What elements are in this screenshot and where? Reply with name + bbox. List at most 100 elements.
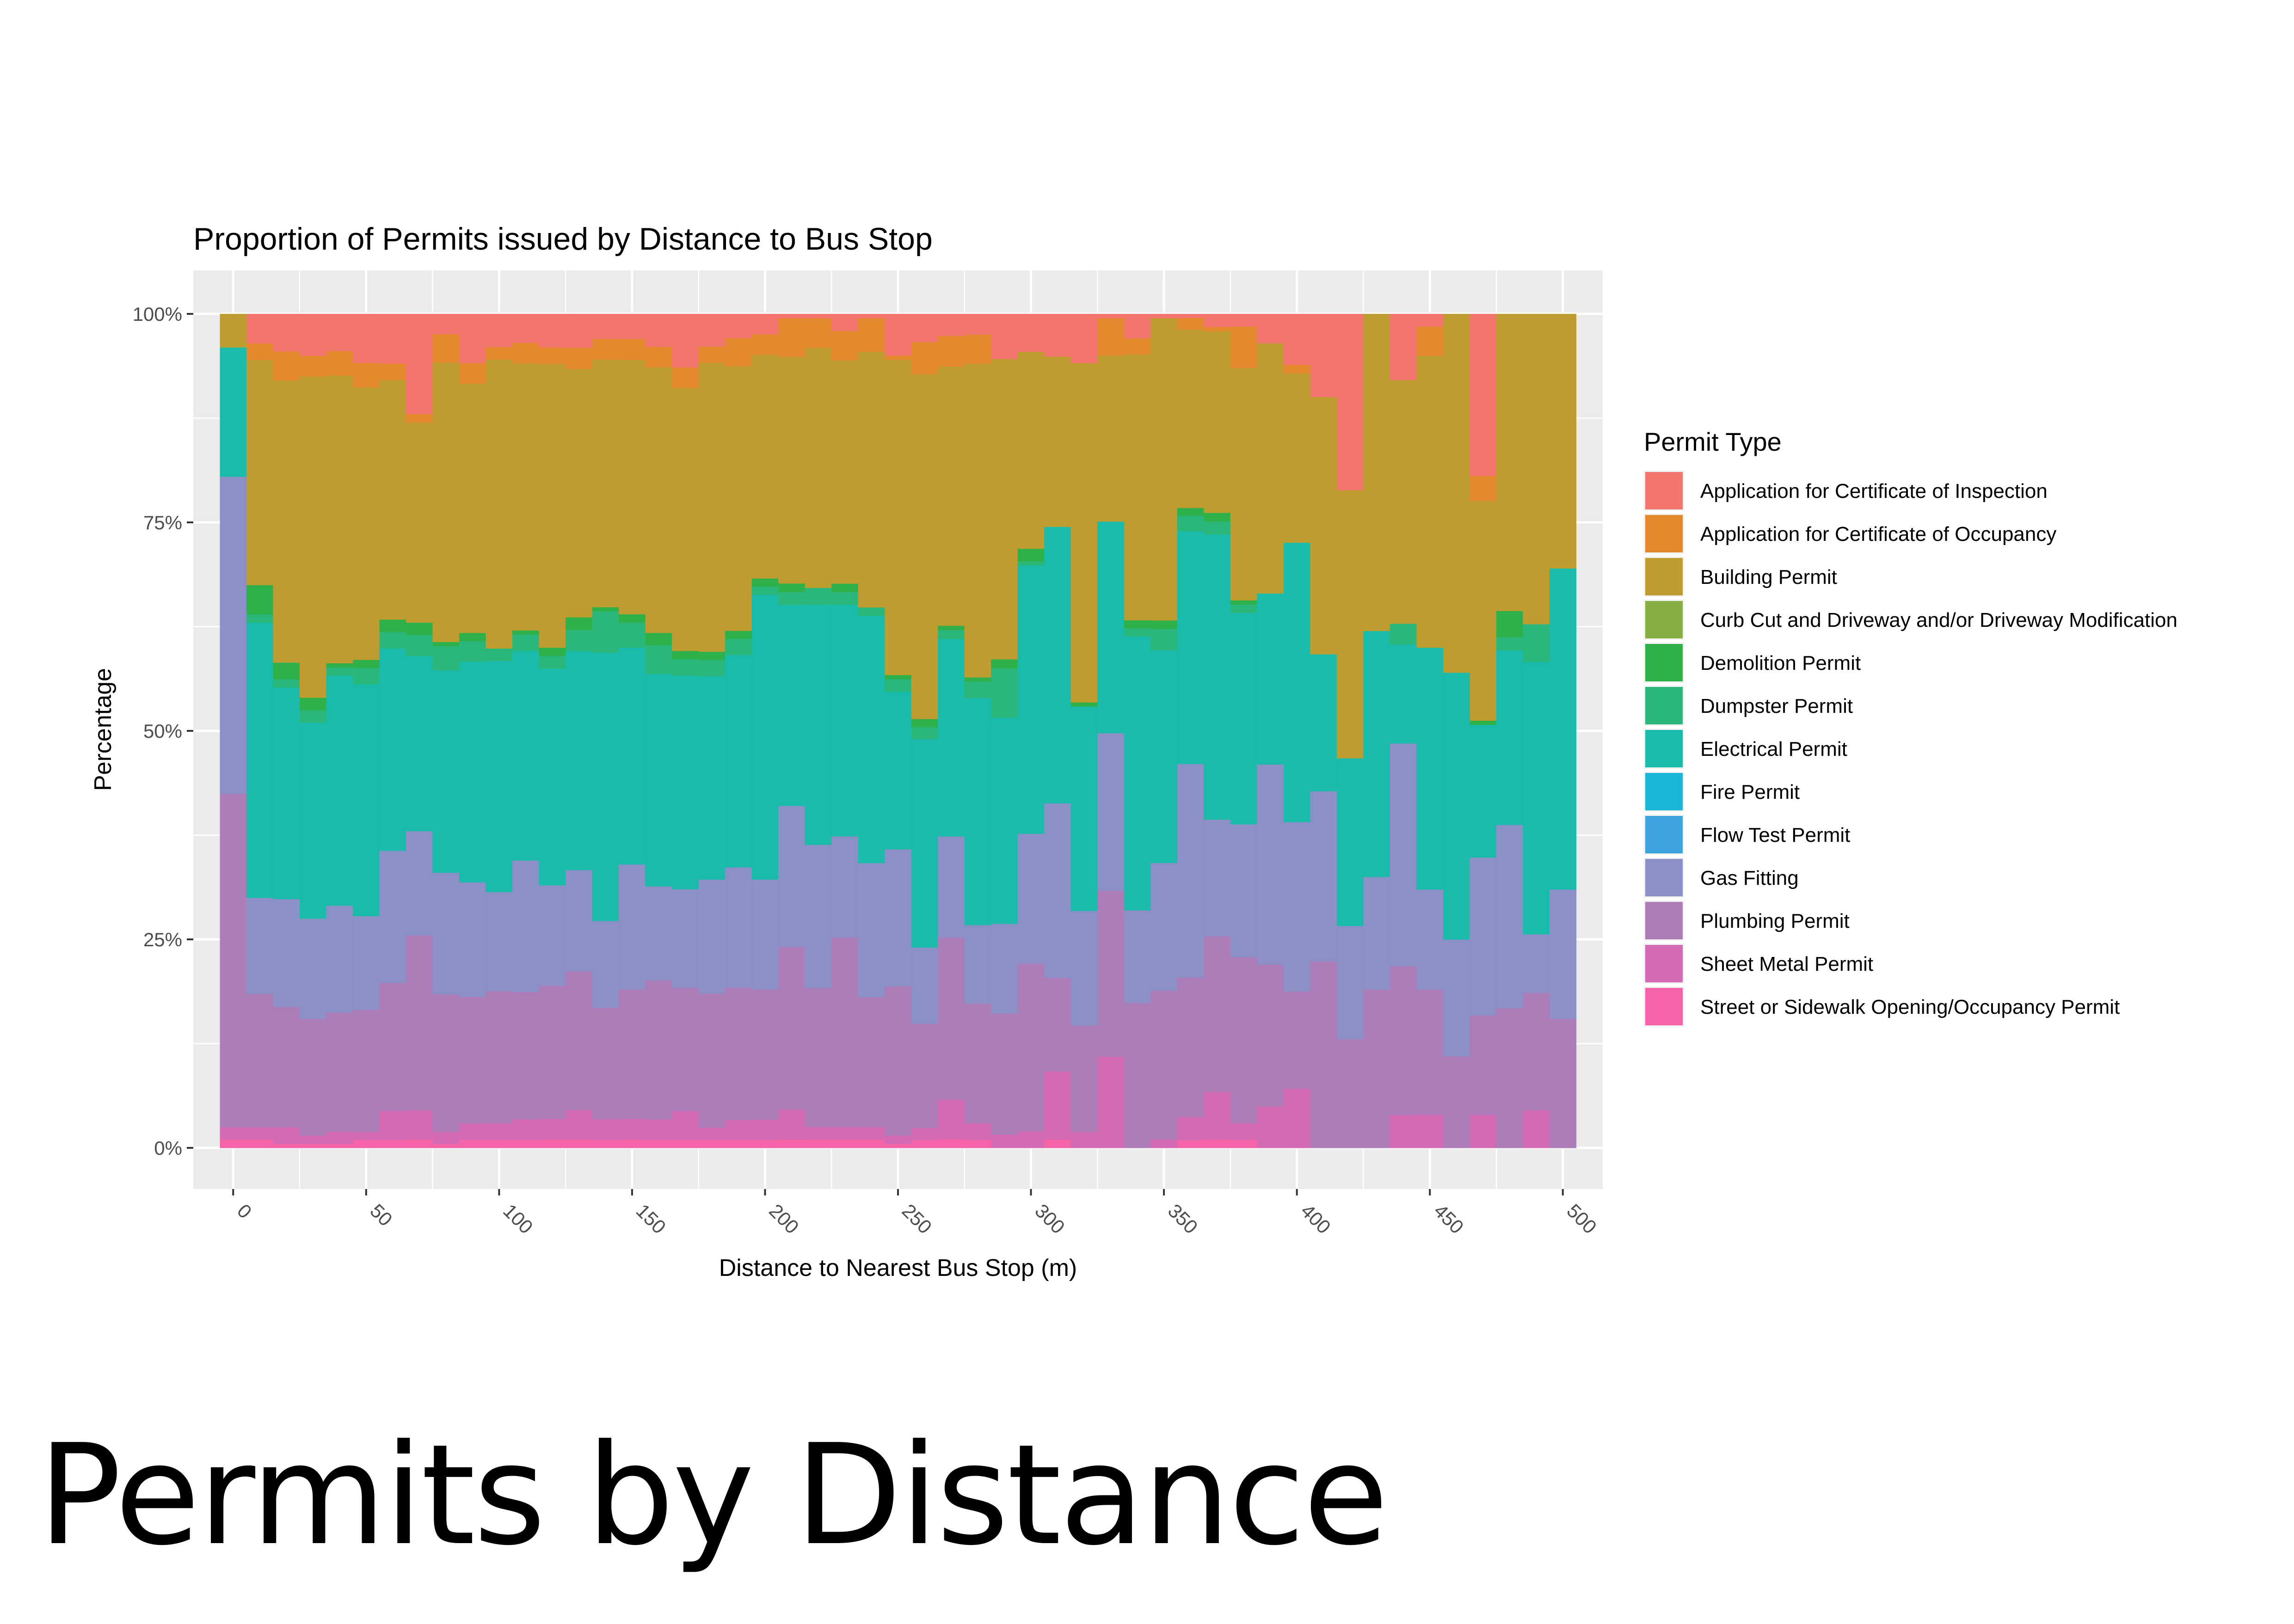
- bar-segment: [725, 1120, 752, 1140]
- legend-label: Gas Fitting: [1700, 867, 1799, 889]
- bar-segment: [964, 698, 991, 925]
- bar-segment: [751, 1140, 779, 1148]
- bar-segment: [220, 476, 247, 794]
- bar-segment: [246, 897, 274, 994]
- bar-segment: [1283, 991, 1310, 1089]
- bar-segment: [672, 387, 699, 651]
- bar-segment: [991, 314, 1018, 359]
- bar-segment: [592, 359, 619, 607]
- bar-segment: [459, 661, 486, 882]
- bar-segment: [1230, 613, 1257, 825]
- bar-segment: [273, 679, 300, 688]
- bar-segment: [1044, 977, 1071, 1072]
- legend-swatch: [1645, 515, 1683, 552]
- bar-segment: [1390, 314, 1417, 380]
- bar-segment: [1097, 318, 1125, 356]
- bar-segment: [326, 663, 353, 668]
- bar-segment: [1470, 857, 1497, 1016]
- bar-segment: [1443, 939, 1470, 1057]
- bar-segment: [592, 652, 619, 921]
- bar-segment: [353, 916, 380, 1010]
- bar-segment: [1017, 314, 1045, 352]
- bar-segment: [486, 661, 513, 892]
- bar-segment: [698, 314, 726, 347]
- bar-segment: [645, 367, 672, 633]
- bar-segment: [486, 648, 513, 661]
- bar-segment: [220, 347, 247, 477]
- bar-segment: [1204, 331, 1231, 513]
- legend-swatch: [1645, 945, 1683, 982]
- bar-segment: [1070, 314, 1098, 363]
- bar-segment: [512, 992, 540, 1120]
- bar-segment: [379, 648, 406, 851]
- bar-segment: [459, 314, 486, 363]
- bar-segment: [459, 641, 486, 662]
- bar-segment: [698, 676, 726, 880]
- legend-label: Sheet Metal Permit: [1700, 953, 1873, 975]
- bar-segment: [379, 982, 406, 1111]
- bar-segment: [1496, 314, 1524, 611]
- bar-segment: [1044, 527, 1071, 804]
- legend-label: Application for Certificate of Occupancy: [1700, 523, 2056, 545]
- bar-segment: [246, 343, 274, 360]
- legend-swatch: [1645, 902, 1683, 939]
- bar-segment: [1044, 314, 1071, 357]
- bar-segment: [566, 347, 593, 369]
- y-tick-label: 25%: [143, 929, 182, 950]
- bar-segment: [539, 985, 566, 1119]
- bar-segment: [273, 662, 300, 680]
- bar-segment: [1310, 314, 1337, 398]
- bar-segment: [566, 971, 593, 1110]
- bar-segment: [1310, 654, 1337, 791]
- bar-segment: [1177, 329, 1204, 509]
- bar-segment: [512, 1119, 540, 1140]
- bar-segment: [326, 905, 353, 1013]
- bar-segment: [805, 604, 832, 845]
- bar-segment: [592, 920, 619, 1008]
- bar-segment: [1150, 620, 1178, 629]
- legend-label: Fire Permit: [1700, 781, 1800, 803]
- bar-segment: [1150, 863, 1178, 991]
- bar-segment: [1204, 534, 1231, 820]
- bar-segment: [300, 722, 327, 919]
- bar-segment: [1310, 397, 1337, 655]
- bar-segment: [991, 668, 1018, 718]
- bar-segment: [698, 660, 726, 676]
- bar-segment: [1177, 764, 1204, 978]
- bar-segment: [698, 1128, 726, 1140]
- bar-segment: [911, 374, 938, 719]
- bar-segment: [1390, 644, 1417, 744]
- bar-segment: [539, 347, 566, 364]
- legend-label: Electrical Permit: [1700, 738, 1847, 760]
- bar-segment: [938, 336, 965, 367]
- bar-segment: [300, 1135, 327, 1144]
- bar-segment: [1017, 963, 1045, 1132]
- bar-segment: [1204, 1091, 1231, 1140]
- bar-segment: [911, 314, 938, 343]
- bar-segment: [353, 314, 380, 363]
- bar-segment: [432, 362, 460, 642]
- bar-segment: [566, 314, 593, 348]
- bar-segment: [1230, 1140, 1257, 1148]
- bar-segment: [246, 1139, 274, 1148]
- bar-segment: [246, 614, 274, 623]
- bar-segment: [1124, 354, 1151, 620]
- x-tick-label: 250: [898, 1200, 936, 1238]
- bar-segment: [885, 1135, 912, 1144]
- bar-segment: [858, 351, 885, 608]
- bar-segment: [672, 889, 699, 988]
- bar-segment: [353, 684, 380, 916]
- bar-segment: [406, 414, 433, 423]
- bar-segment: [246, 360, 274, 585]
- legend-label: Flow Test Permit: [1700, 824, 1850, 846]
- legend-swatch: [1645, 644, 1683, 681]
- bar-segment: [751, 314, 779, 335]
- bar-segment: [1363, 314, 1390, 631]
- bar-segment: [1416, 1114, 1444, 1148]
- bar-segment: [778, 314, 806, 319]
- bar-segment: [246, 993, 274, 1128]
- bar-segment: [885, 314, 912, 356]
- bar-segment: [432, 642, 460, 646]
- bar-segment: [619, 314, 646, 339]
